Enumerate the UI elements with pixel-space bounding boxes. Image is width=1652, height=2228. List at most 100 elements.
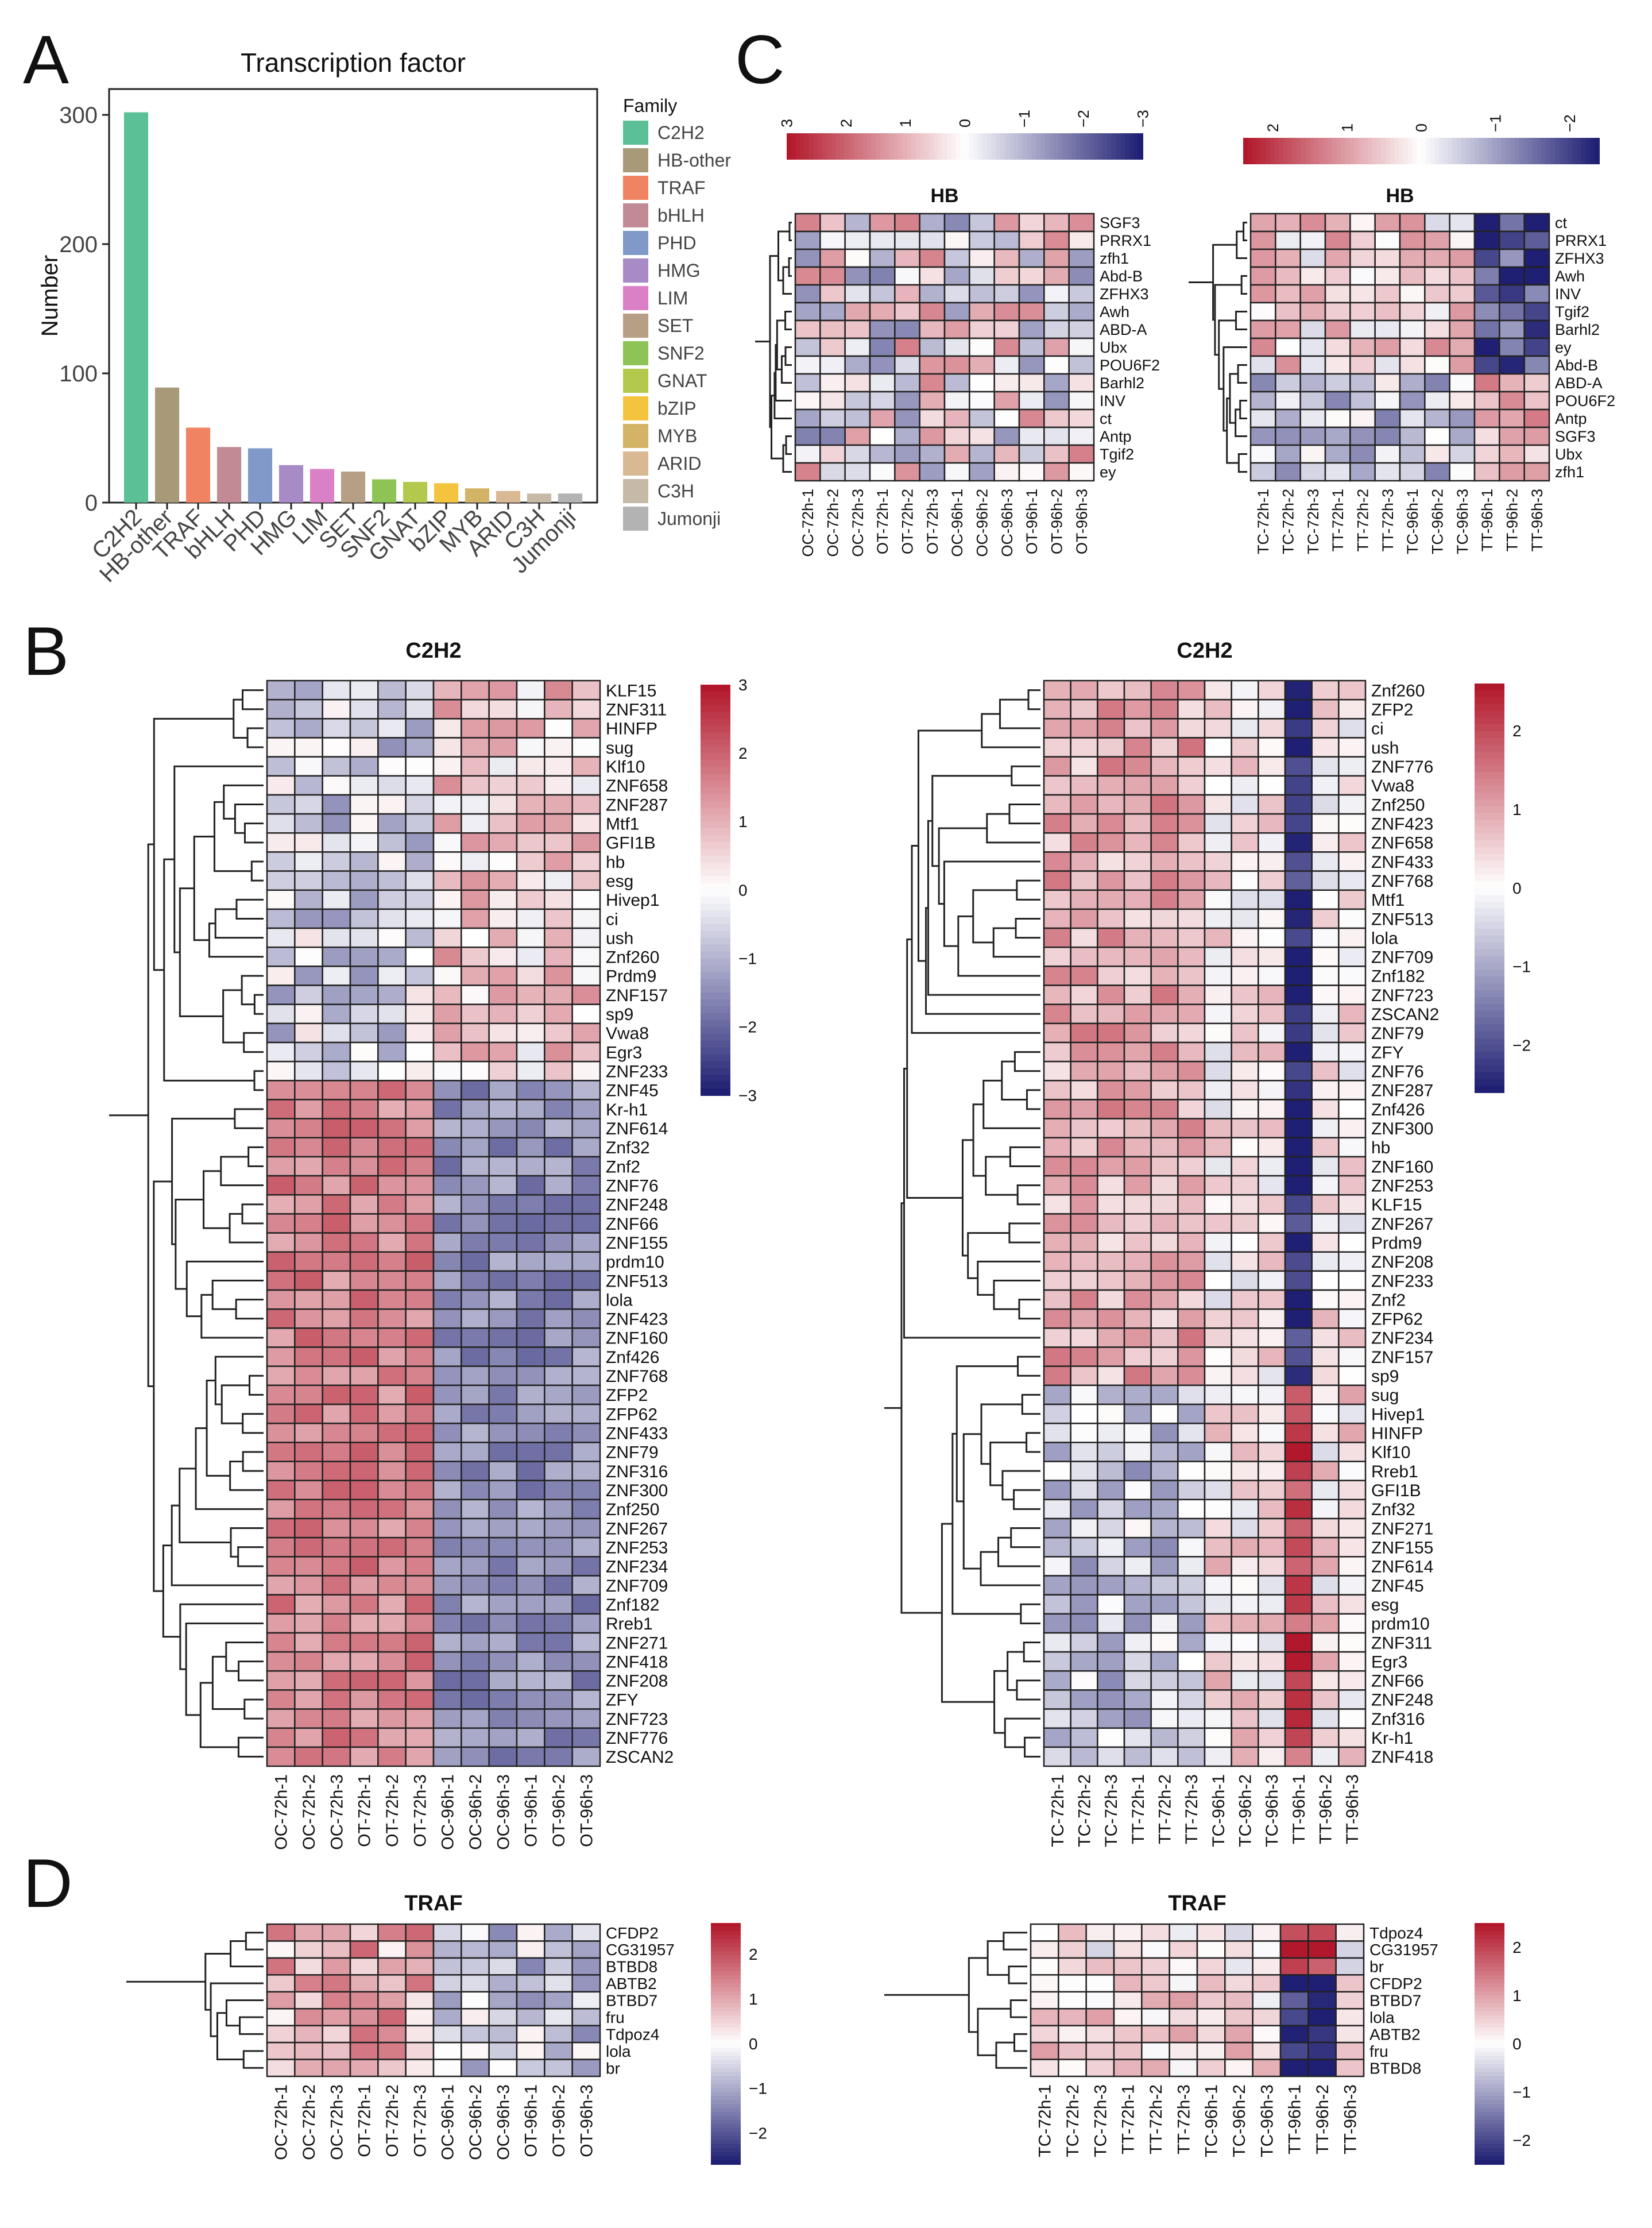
heatmap-cell: [266, 1346, 296, 1367]
legend-gradient-step: [1475, 138, 1480, 164]
heatmap-cell: [1231, 1099, 1259, 1119]
legend-gradient-step: [711, 1943, 741, 1948]
legend-gradient-step: [711, 1999, 741, 2004]
legend-gradient-step: [701, 910, 730, 918]
heatmap-cell: [1284, 1480, 1313, 1501]
heatmap-cell: [294, 1499, 323, 1520]
heatmap-cell: [1097, 1251, 1125, 1272]
column-label: OT-72h-1: [874, 489, 891, 554]
row-label: INV: [1100, 392, 1125, 410]
heatmap-cell: [1043, 408, 1070, 428]
heatmap-cell: [1473, 462, 1500, 482]
row-label: ZNF208: [606, 1672, 668, 1691]
heatmap-cell: [1043, 1632, 1071, 1653]
legend-gradient-step: [1475, 2072, 1504, 2076]
heatmap-cell: [1177, 718, 1206, 739]
heatmap-cell: [377, 756, 407, 777]
heatmap-cell: [1349, 462, 1376, 482]
heatmap-cell: [1043, 1536, 1071, 1558]
heatmap-cell: [266, 1556, 296, 1577]
heatmap-cell: [432, 1194, 462, 1215]
heatmap-cell: [377, 1099, 407, 1119]
heatmap-cell: [488, 1556, 518, 1577]
column-label: TC-96h-3: [1263, 1774, 1282, 1847]
legend-gradient-step: [1475, 2007, 1504, 2012]
panel-label-d: D: [23, 1845, 73, 1922]
heatmap-cell: [432, 1575, 462, 1596]
heatmap-cell: [1231, 984, 1259, 1005]
legend-entry: bHLH: [657, 205, 705, 226]
heatmap-cell: [1150, 1480, 1179, 1501]
legend-gradient-step: [1475, 970, 1504, 978]
heatmap-cell: [516, 1022, 545, 1044]
heatmap-cell: [266, 679, 296, 701]
heatmap-cell: [1258, 737, 1286, 758]
heatmap-cell: [488, 1536, 518, 1558]
heatmap-cell: [544, 966, 573, 986]
heatmap-cell: [294, 698, 323, 720]
heatmap-cell: [349, 1746, 379, 1767]
legend-gradient-step: [701, 862, 730, 870]
heatmap-cell: [943, 462, 970, 482]
heatmap-cell: [405, 1175, 435, 1196]
dendrogram-branch: [1009, 1999, 1027, 2018]
dendrogram-branch: [1015, 917, 1040, 939]
heatmap-cell: [894, 213, 920, 233]
heatmap-cell: [1070, 1613, 1098, 1634]
heatmap-cell: [571, 1308, 601, 1329]
legend-gradient-step: [1089, 133, 1094, 160]
heatmap-cell: [405, 1099, 435, 1119]
heatmap-cell: [405, 889, 435, 910]
column-label: OC-96h-3: [999, 489, 1016, 557]
heatmap-cell: [1177, 1422, 1206, 1443]
heatmap-cell: [432, 1708, 462, 1729]
heatmap-cell: [571, 1499, 601, 1520]
heatmap-cell: [266, 1099, 296, 1119]
heatmap-cell: [1258, 1651, 1286, 1672]
row-label: Hivep1: [606, 891, 659, 910]
heatmap-cell: [1150, 1270, 1179, 1291]
legend-gradient-step: [1475, 744, 1504, 752]
heatmap-cell: [322, 813, 351, 834]
column-label: OC-72h-3: [327, 1774, 346, 1850]
heatmap-cell: [322, 2041, 351, 2060]
heatmap-cell: [1150, 1346, 1179, 1367]
heatmap-cell: [1275, 337, 1301, 357]
heatmap-cell: [322, 851, 351, 872]
legend-gradient-step: [1475, 2112, 1504, 2117]
heatmap-cell: [1349, 302, 1376, 322]
heatmap-cell: [571, 1175, 601, 1196]
heatmap-cell: [516, 794, 545, 815]
legend-gradient-step: [701, 855, 730, 863]
heatmap-cell: [516, 737, 545, 758]
heatmap-cell: [377, 1346, 407, 1367]
heatmap-cell: [405, 1118, 435, 1139]
legend-gradient-step: [701, 1047, 730, 1055]
dendrogram-branch: [1020, 1603, 1040, 1624]
legend-gradient-step: [1528, 138, 1533, 164]
legend-gradient-step: [1475, 1038, 1504, 1045]
heatmap-d-right: TRAFTdpoz4CG31957brCFDP2BTBD7lolaABTB2fr…: [884, 1891, 1438, 2157]
heatmap-cell: [1018, 462, 1045, 482]
heatmap-cell: [516, 1346, 545, 1367]
heatmap-cell: [544, 889, 573, 910]
dendrogram-branch: [220, 1384, 250, 1424]
heatmap-cell: [266, 775, 296, 796]
heatmap-cell: [322, 889, 351, 910]
row-label: ZNF157: [1371, 1348, 1433, 1367]
heatmap-cell: [405, 1384, 435, 1405]
heatmap-cell: [869, 266, 896, 286]
legend-gradient-step: [1475, 731, 1504, 739]
heatmap-cell: [1231, 813, 1259, 834]
panel-label-b: B: [23, 613, 69, 690]
heatmap-cell: [544, 1194, 573, 1215]
heatmap-cell: [516, 1461, 545, 1481]
legend-gradient-step: [701, 753, 730, 761]
heatmap-cell: [461, 1746, 490, 1767]
heatmap-cell: [544, 1442, 573, 1462]
legend-gradient-step: [902, 133, 908, 160]
heatmap-cell: [488, 1651, 518, 1672]
heatmap-cell: [1275, 391, 1301, 411]
heatmap-cell: [266, 737, 296, 758]
